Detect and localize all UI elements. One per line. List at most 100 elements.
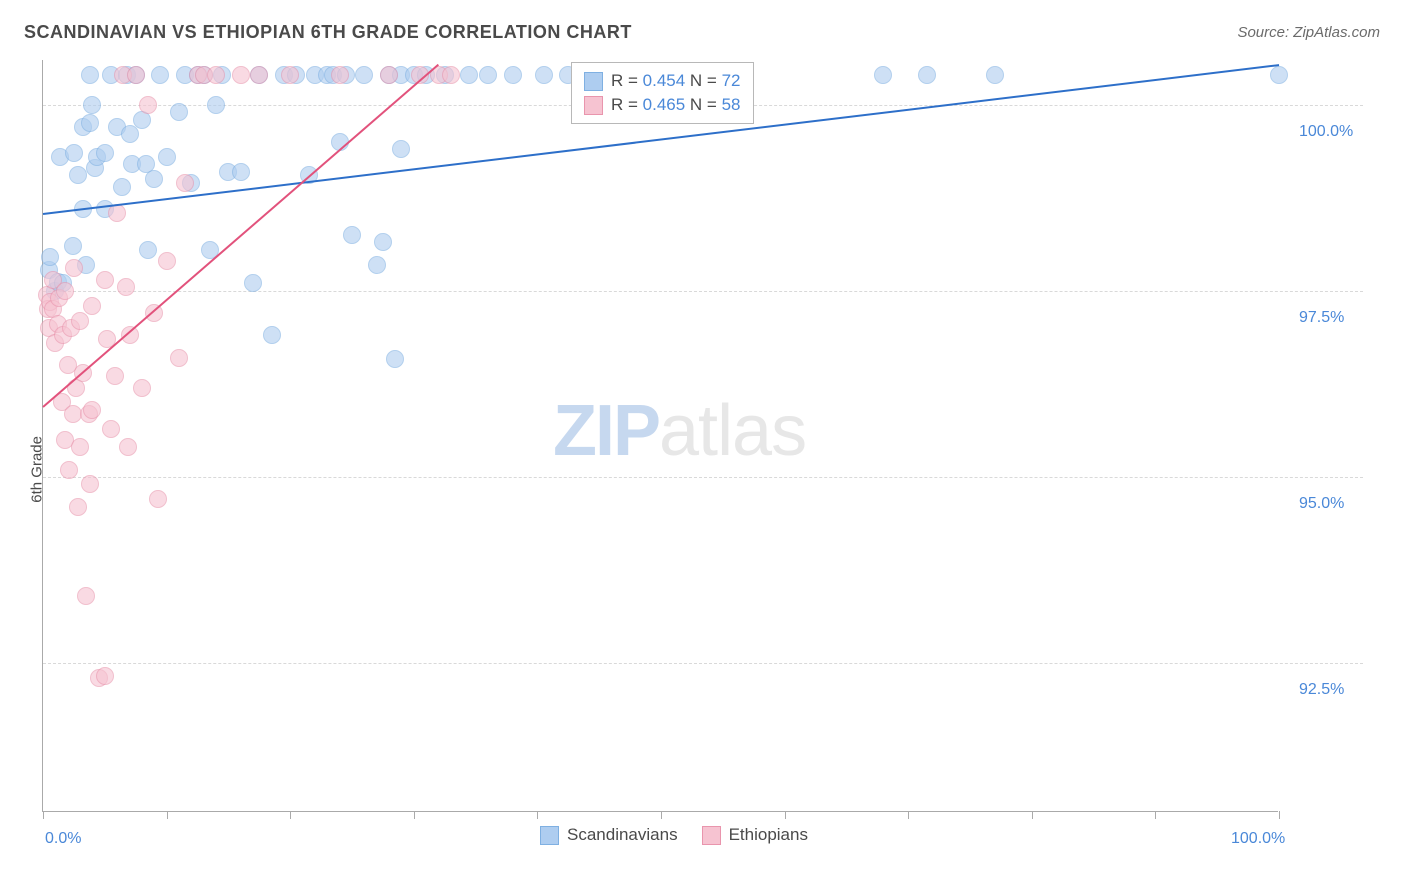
scatter-point	[535, 66, 553, 84]
scatter-point	[207, 96, 225, 114]
scatter-point	[479, 66, 497, 84]
correlation-legend: R = 0.454 N = 72 R = 0.465 N = 58	[571, 62, 754, 124]
scatter-point	[69, 498, 87, 516]
gridline	[43, 477, 1363, 478]
x-tick-mark	[167, 811, 168, 819]
x-tick-label: 0.0%	[45, 830, 81, 848]
scatter-point	[102, 420, 120, 438]
x-tick-mark	[1155, 811, 1156, 819]
legend-swatch	[702, 826, 721, 845]
watermark: ZIPatlas	[553, 390, 806, 472]
scatter-point	[244, 274, 262, 292]
y-tick-label: 97.5%	[1299, 309, 1344, 327]
series-legend: Scandinavians Ethiopians	[540, 825, 808, 845]
scatter-point	[158, 252, 176, 270]
legend-label: Scandinavians	[567, 825, 678, 845]
x-tick-label: 100.0%	[1231, 830, 1285, 848]
scatter-point	[232, 163, 250, 181]
y-tick-label: 100.0%	[1299, 123, 1353, 141]
scatter-point	[386, 350, 404, 368]
scatter-point	[83, 96, 101, 114]
scatter-point	[176, 174, 194, 192]
scatter-point	[170, 349, 188, 367]
scatter-point	[331, 66, 349, 84]
scatter-point	[918, 66, 936, 84]
scatter-point	[874, 66, 892, 84]
scatter-point	[170, 103, 188, 121]
x-tick-mark	[290, 811, 291, 819]
scatter-point	[106, 367, 124, 385]
y-tick-label: 92.5%	[1299, 681, 1344, 699]
scatter-point	[149, 490, 167, 508]
scatter-point	[83, 297, 101, 315]
scatter-point	[96, 271, 114, 289]
legend-swatch	[584, 72, 603, 91]
x-tick-mark	[537, 811, 538, 819]
scatter-point	[65, 259, 83, 277]
scatter-point	[145, 170, 163, 188]
scatter-point	[81, 66, 99, 84]
scatter-point	[64, 237, 82, 255]
gridline	[43, 663, 1363, 664]
scatter-point	[460, 66, 478, 84]
scatter-point	[119, 438, 137, 456]
scatter-point	[281, 66, 299, 84]
x-tick-mark	[908, 811, 909, 819]
legend-swatch	[540, 826, 559, 845]
scatter-point	[504, 66, 522, 84]
scatter-point	[158, 148, 176, 166]
chart-title: SCANDINAVIAN VS ETHIOPIAN 6TH GRADE CORR…	[24, 22, 632, 43]
scatter-point	[41, 248, 59, 266]
legend-text: R = 0.454 N = 72	[611, 71, 741, 91]
scatter-point	[139, 241, 157, 259]
legend-label: Ethiopians	[729, 825, 808, 845]
scatter-point	[69, 166, 87, 184]
x-tick-mark	[414, 811, 415, 819]
legend-row: R = 0.454 N = 72	[584, 69, 741, 93]
x-tick-mark	[661, 811, 662, 819]
scatter-point	[83, 401, 101, 419]
scatter-point	[56, 282, 74, 300]
x-tick-mark	[1032, 811, 1033, 819]
scatter-point	[250, 66, 268, 84]
watermark-atlas: atlas	[659, 391, 806, 471]
scatter-point	[151, 66, 169, 84]
scatter-point	[77, 587, 95, 605]
y-tick-label: 95.0%	[1299, 495, 1344, 513]
plot-area: 6th Grade ZIPatlas 100.0%97.5%95.0%92.5%…	[42, 60, 1278, 812]
scatter-point	[71, 438, 89, 456]
legend-text: R = 0.465 N = 58	[611, 95, 741, 115]
watermark-zip: ZIP	[553, 391, 659, 471]
x-tick-mark	[43, 811, 44, 819]
legend-item: Ethiopians	[702, 825, 808, 845]
scatter-point	[442, 66, 460, 84]
x-tick-mark	[785, 811, 786, 819]
scatter-point	[263, 326, 281, 344]
scatter-point	[81, 114, 99, 132]
scatter-point	[343, 226, 361, 244]
scatter-point	[117, 278, 135, 296]
x-tick-mark	[1279, 811, 1280, 819]
scatter-point	[81, 475, 99, 493]
scatter-point	[986, 66, 1004, 84]
legend-item: Scandinavians	[540, 825, 678, 845]
y-axis-label: 6th Grade	[29, 436, 46, 503]
scatter-point	[60, 461, 78, 479]
scatter-point	[96, 144, 114, 162]
scatter-point	[65, 144, 83, 162]
scatter-point	[1270, 66, 1288, 84]
scatter-point	[374, 233, 392, 251]
scatter-point	[207, 66, 225, 84]
legend-row: R = 0.465 N = 58	[584, 93, 741, 117]
chart-source: Source: ZipAtlas.com	[1237, 24, 1380, 41]
legend-swatch	[584, 96, 603, 115]
scatter-point	[71, 312, 89, 330]
scatter-point	[355, 66, 373, 84]
scatter-point	[133, 379, 151, 397]
scatter-point	[127, 66, 145, 84]
scatter-point	[139, 96, 157, 114]
scatter-point	[392, 140, 410, 158]
scatter-point	[96, 667, 114, 685]
scatter-point	[368, 256, 386, 274]
scatter-point	[121, 125, 139, 143]
